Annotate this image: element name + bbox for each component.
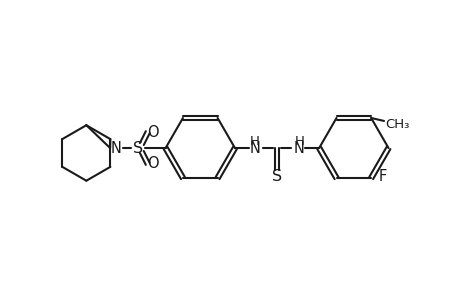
Text: S: S	[133, 140, 143, 155]
Text: N: N	[249, 140, 260, 155]
Text: N: N	[110, 140, 121, 155]
Text: S: S	[271, 169, 281, 184]
Text: F: F	[378, 169, 386, 184]
Text: O: O	[146, 156, 158, 171]
Text: N: N	[293, 140, 304, 155]
Text: CH₃: CH₃	[384, 118, 408, 131]
Text: H: H	[294, 135, 303, 148]
Text: H: H	[249, 135, 259, 148]
Text: O: O	[146, 125, 158, 140]
